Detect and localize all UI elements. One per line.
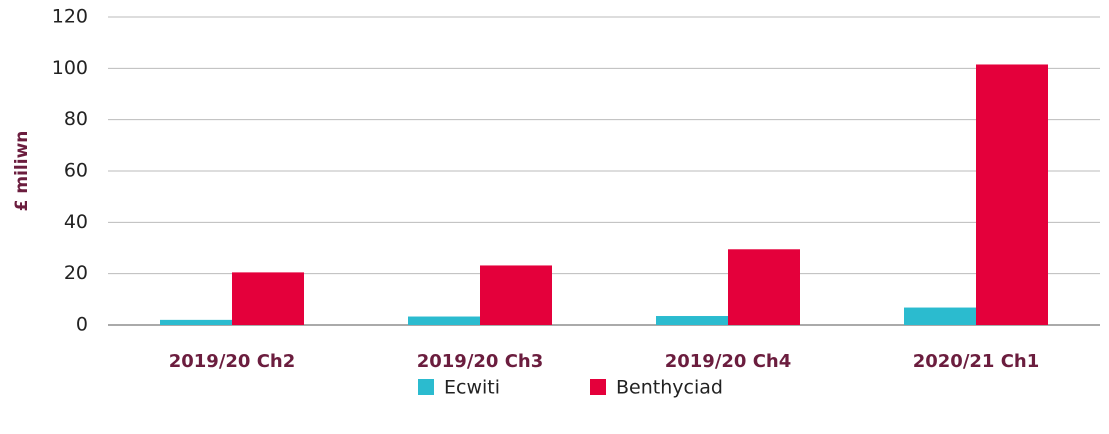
y-axis-label: £ miliwn: [12, 131, 32, 212]
legend-label: Ecwiti: [444, 377, 500, 399]
bar: [728, 249, 800, 325]
y-tick-label: 80: [64, 108, 88, 130]
x-tick-label: 2019/20 Ch3: [417, 351, 544, 372]
bar: [160, 319, 232, 325]
bar: [480, 265, 552, 325]
bar: [656, 316, 728, 325]
y-tick-label: 40: [64, 211, 88, 233]
y-tick-label: 20: [64, 262, 88, 284]
x-tick-label: 2020/21 Ch1: [913, 351, 1040, 372]
bar: [904, 307, 976, 325]
x-tick-label: 2019/20 Ch2: [169, 351, 296, 372]
y-tick-label: 100: [52, 57, 88, 79]
x-tick-label: 2019/20 Ch4: [665, 351, 792, 372]
bar: [976, 64, 1048, 325]
y-tick-label: 60: [64, 160, 88, 182]
bar: [232, 272, 304, 325]
legend-swatch: [418, 379, 434, 395]
y-tick-label: 120: [52, 6, 88, 28]
legend-swatch: [590, 379, 606, 395]
bar: [408, 316, 480, 325]
y-tick-label: 0: [76, 314, 88, 336]
legend-label: Benthyciad: [616, 377, 723, 399]
